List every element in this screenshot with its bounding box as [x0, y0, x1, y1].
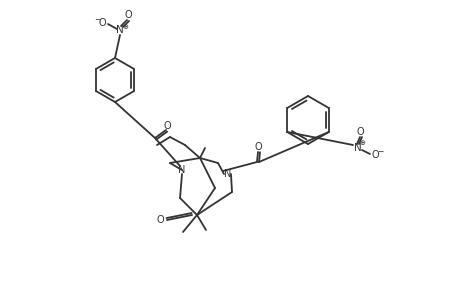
Text: O: O	[156, 215, 163, 225]
Text: O: O	[254, 142, 261, 152]
Text: O: O	[355, 127, 363, 137]
Text: O: O	[370, 150, 378, 160]
Text: N: N	[178, 165, 185, 175]
Text: −: −	[376, 148, 382, 157]
Text: N: N	[353, 143, 361, 153]
Text: N: N	[224, 169, 231, 179]
Text: O: O	[98, 18, 106, 28]
Text: ⊕: ⊕	[122, 24, 128, 30]
Text: O: O	[163, 121, 170, 131]
Text: −: −	[94, 16, 100, 25]
Text: O: O	[124, 10, 132, 20]
Text: ⊕: ⊕	[358, 140, 364, 146]
Text: N: N	[116, 25, 123, 35]
